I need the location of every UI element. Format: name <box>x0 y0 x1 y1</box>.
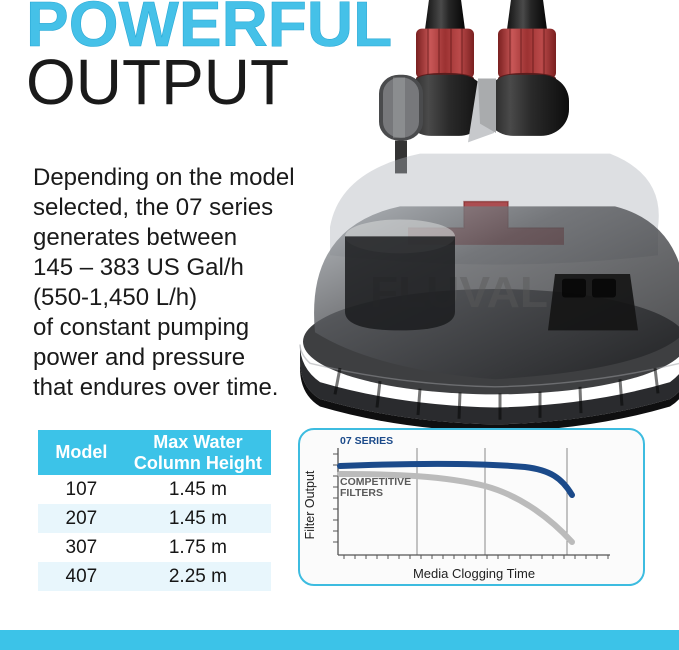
svg-text:FILTERS: FILTERS <box>340 487 383 499</box>
svg-text:Media Clogging Time: Media Clogging Time <box>413 566 535 581</box>
svg-text:07 SERIES: 07 SERIES <box>340 435 393 447</box>
svg-text:Filter Output: Filter Output <box>303 470 317 539</box>
